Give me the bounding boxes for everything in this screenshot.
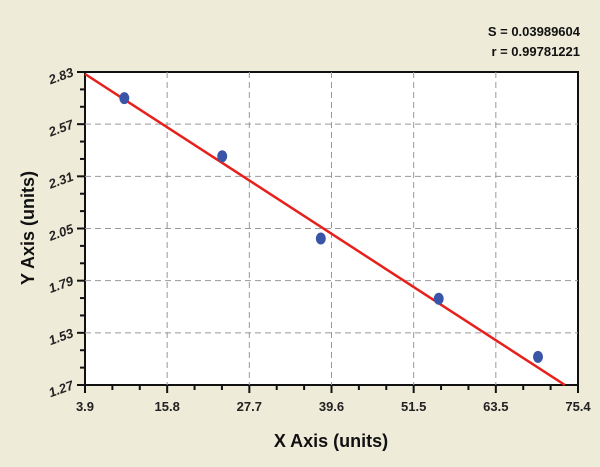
x-axis-label: X Axis (units) (274, 431, 388, 451)
y-tick-label: 2.83 (46, 64, 77, 87)
x-tick-label: 39.6 (319, 399, 344, 414)
x-tick-label: 51.5 (401, 399, 426, 414)
data-point (315, 232, 326, 245)
x-tick-label: 3.9 (76, 399, 94, 414)
data-point (433, 292, 444, 305)
data-point (119, 92, 130, 105)
x-tick-label: 27.7 (237, 399, 262, 414)
y-tick-label: 2.57 (46, 116, 77, 139)
y-axis-label: Y Axis (units) (18, 171, 38, 285)
data-point (533, 350, 544, 363)
stat-r: r = 0.99781221 (491, 44, 580, 59)
y-tick-label: 2.31 (46, 169, 76, 192)
y-tick-label: 2.05 (46, 221, 77, 244)
fit-line (84, 72, 566, 387)
x-tick-label: 15.8 (155, 399, 180, 414)
x-tick-label: 63.5 (483, 399, 508, 414)
x-tick-label: 75.4 (565, 399, 591, 414)
stat-s: S = 0.03989604 (488, 24, 581, 39)
y-tick-label: 1.53 (46, 325, 76, 348)
data-point (217, 150, 228, 163)
y-tick-label: 1.79 (46, 273, 76, 296)
y-tick-label: 1.27 (46, 377, 76, 400)
